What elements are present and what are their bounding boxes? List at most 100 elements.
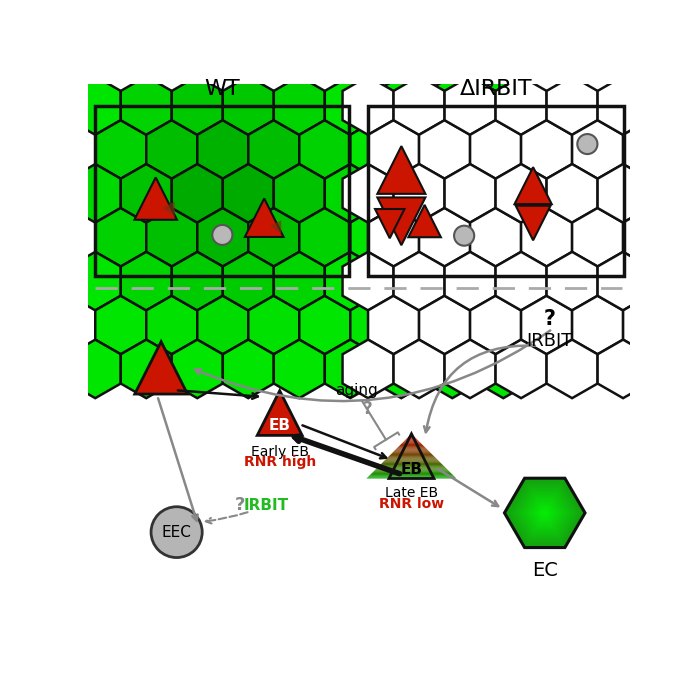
- Polygon shape: [223, 164, 274, 223]
- Polygon shape: [521, 295, 572, 354]
- Polygon shape: [532, 502, 558, 524]
- Polygon shape: [649, 252, 699, 310]
- Polygon shape: [162, 202, 175, 217]
- Polygon shape: [257, 391, 302, 435]
- Polygon shape: [572, 295, 623, 354]
- Text: EEC: EEC: [162, 524, 192, 540]
- Polygon shape: [388, 456, 435, 457]
- Polygon shape: [649, 76, 699, 135]
- Polygon shape: [572, 208, 623, 267]
- Polygon shape: [517, 489, 572, 536]
- Polygon shape: [496, 164, 547, 223]
- Polygon shape: [197, 208, 248, 267]
- Polygon shape: [325, 252, 376, 310]
- Text: IRBIT: IRBIT: [526, 332, 573, 350]
- Polygon shape: [506, 480, 583, 546]
- Polygon shape: [393, 252, 444, 310]
- Polygon shape: [512, 485, 577, 540]
- Text: WT: WT: [204, 79, 240, 99]
- Polygon shape: [95, 208, 146, 267]
- Polygon shape: [368, 476, 455, 477]
- Polygon shape: [547, 340, 598, 398]
- Polygon shape: [401, 120, 452, 178]
- Text: Early EB: Early EB: [251, 444, 309, 458]
- Polygon shape: [572, 120, 623, 178]
- Polygon shape: [379, 465, 444, 466]
- Polygon shape: [528, 499, 561, 527]
- Polygon shape: [172, 164, 223, 223]
- Polygon shape: [427, 76, 478, 135]
- Polygon shape: [146, 208, 197, 267]
- Polygon shape: [478, 340, 528, 398]
- Polygon shape: [146, 295, 197, 354]
- Polygon shape: [372, 472, 451, 473]
- Polygon shape: [470, 208, 521, 267]
- Polygon shape: [375, 209, 405, 238]
- Circle shape: [454, 225, 474, 246]
- Polygon shape: [508, 481, 582, 545]
- Polygon shape: [325, 76, 376, 135]
- Polygon shape: [325, 164, 376, 223]
- Circle shape: [212, 225, 232, 245]
- Polygon shape: [223, 76, 274, 135]
- Polygon shape: [395, 449, 428, 451]
- Polygon shape: [543, 512, 547, 514]
- Polygon shape: [404, 440, 419, 442]
- Polygon shape: [369, 475, 454, 476]
- Text: ?: ?: [543, 309, 555, 329]
- Polygon shape: [538, 508, 551, 519]
- Polygon shape: [533, 503, 556, 523]
- Polygon shape: [350, 295, 401, 354]
- Polygon shape: [393, 76, 444, 135]
- Polygon shape: [248, 295, 300, 354]
- Polygon shape: [70, 252, 121, 310]
- Polygon shape: [376, 252, 427, 310]
- Polygon shape: [393, 451, 429, 452]
- Polygon shape: [542, 510, 548, 516]
- Polygon shape: [547, 76, 598, 135]
- Circle shape: [578, 134, 598, 154]
- Polygon shape: [367, 477, 456, 479]
- Polygon shape: [535, 505, 554, 522]
- Polygon shape: [393, 340, 444, 398]
- Polygon shape: [172, 252, 223, 310]
- Polygon shape: [522, 494, 567, 532]
- Polygon shape: [398, 446, 425, 447]
- Polygon shape: [134, 177, 177, 220]
- Polygon shape: [540, 509, 550, 517]
- Polygon shape: [391, 453, 432, 454]
- Text: IRBIT: IRBIT: [243, 498, 288, 512]
- Polygon shape: [470, 295, 521, 354]
- Polygon shape: [527, 498, 563, 528]
- Text: ΔIRBIT: ΔIRBIT: [460, 79, 532, 99]
- Polygon shape: [452, 208, 503, 267]
- Polygon shape: [197, 295, 248, 354]
- Polygon shape: [514, 167, 552, 204]
- Polygon shape: [478, 252, 528, 310]
- Polygon shape: [197, 120, 248, 178]
- Polygon shape: [376, 340, 427, 398]
- Polygon shape: [598, 340, 649, 398]
- Polygon shape: [623, 120, 674, 178]
- Polygon shape: [496, 340, 547, 398]
- Polygon shape: [511, 484, 579, 542]
- Bar: [95, 106, 349, 276]
- Polygon shape: [516, 206, 551, 240]
- Polygon shape: [121, 164, 172, 223]
- Polygon shape: [274, 252, 325, 310]
- Polygon shape: [419, 120, 470, 178]
- Polygon shape: [381, 463, 442, 464]
- Polygon shape: [377, 197, 426, 245]
- Polygon shape: [223, 340, 274, 398]
- Text: ?: ?: [235, 496, 246, 514]
- Polygon shape: [401, 208, 452, 267]
- Polygon shape: [444, 76, 496, 135]
- Polygon shape: [300, 295, 350, 354]
- Polygon shape: [70, 340, 121, 398]
- Polygon shape: [274, 76, 325, 135]
- Polygon shape: [470, 120, 521, 178]
- Polygon shape: [427, 252, 478, 310]
- Polygon shape: [371, 473, 452, 474]
- Polygon shape: [248, 120, 300, 178]
- Bar: [368, 106, 624, 276]
